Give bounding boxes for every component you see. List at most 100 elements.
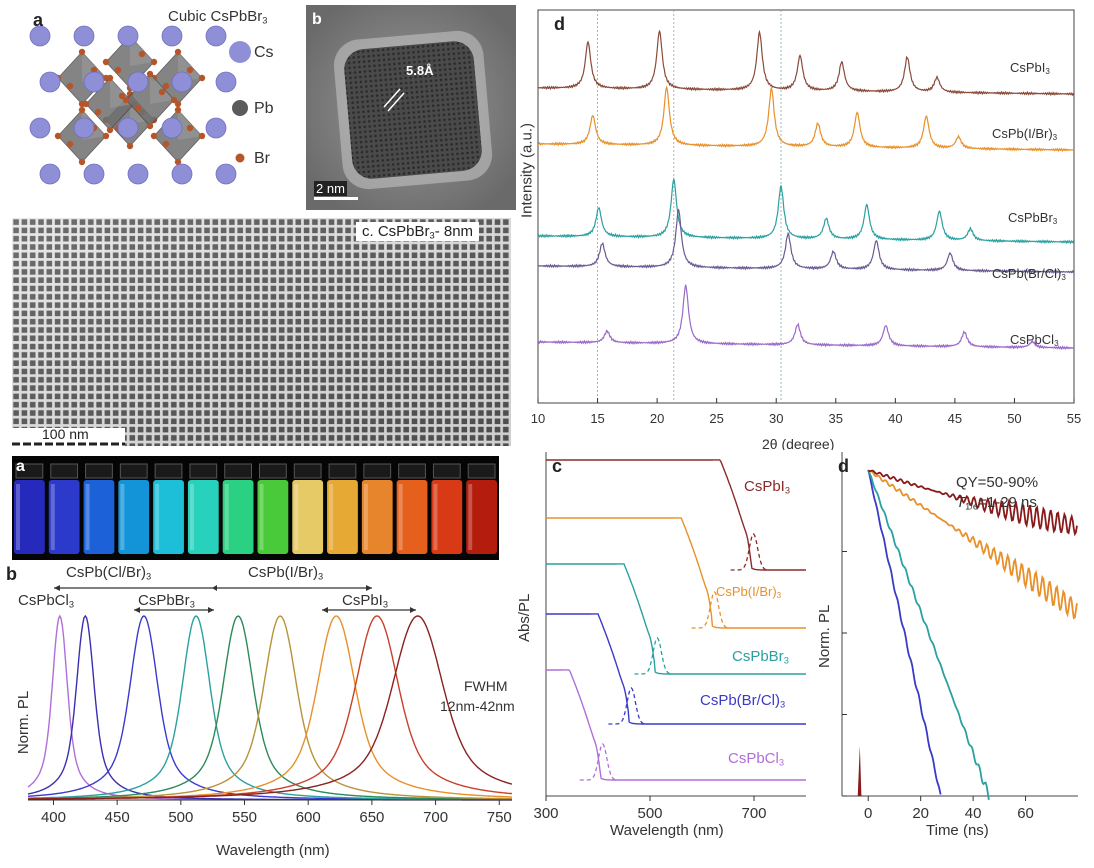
vials-photo-panel: a (12, 456, 499, 560)
hrtem-nanocube-image (306, 5, 516, 210)
label-cspbibr: CsPb(I/Br)3 (248, 564, 323, 581)
superlattice-caption: c. CsPbBr3- 8nm (356, 222, 480, 242)
vial-cap (50, 463, 79, 479)
legend-pb-atom (232, 100, 248, 116)
x-tick-label: 300 (533, 805, 558, 822)
vial-cap (154, 463, 183, 479)
br-atom (162, 140, 170, 148)
x-tick-label: 35 (829, 411, 843, 426)
x-tick-label: 40 (965, 805, 982, 822)
label-sub: 3 (780, 699, 786, 710)
lifetime-label: T1/e=1-29 ns (956, 494, 1037, 511)
br-atom (150, 132, 158, 140)
abs-label-cspbbrcl: CsPb(Br/Cl)3 (700, 692, 785, 709)
cs-atom (215, 71, 237, 93)
label-sub: 3 (189, 599, 195, 610)
vial-glare (294, 484, 299, 550)
lifetime-subscript: 1/e (965, 501, 979, 512)
cs-atom (127, 163, 149, 185)
br-atom (198, 74, 206, 82)
abs-label-cspbibr: CsPb(I/Br)3 (716, 584, 781, 600)
label-main: CsPb(Br/Cl) (700, 692, 781, 709)
xrd-chart: 10 15 20 25 30 35 40 45 50 55 (531, 9, 1081, 426)
label-cspbbr3: CsPbBr3 (138, 592, 195, 609)
vial-glare (16, 484, 20, 550)
xrd-pattern (537, 208, 1075, 275)
label-main: CsPb(I/Br) (992, 126, 1053, 141)
composition-range-arrows (54, 585, 416, 613)
pl-curve (28, 615, 512, 801)
vial (396, 480, 428, 554)
absorption-curve (546, 613, 806, 725)
structure-title: Cubic CsPbBr3 (168, 8, 267, 25)
label-main: CsPbI (744, 478, 785, 495)
quantum-yield-label: QY=50-90% (956, 474, 1039, 491)
cs-atom (83, 163, 105, 185)
br-atom (106, 126, 114, 134)
cs-atom (205, 25, 227, 47)
cs-atom (83, 71, 105, 93)
br-atom (186, 66, 194, 74)
x-tick-label: 600 (296, 809, 321, 826)
br-atom (90, 66, 98, 74)
vial-cap (119, 463, 148, 479)
vial (83, 480, 115, 554)
pl-curve (691, 591, 729, 629)
br-atom (170, 96, 178, 104)
vial-cap (398, 463, 426, 479)
cs-atom (39, 71, 61, 93)
x-axis-label: Wavelength (nm) (610, 822, 724, 839)
x-tick-label: 500 (637, 805, 662, 822)
vial-cap (328, 463, 357, 479)
label-sub: 3 (68, 599, 75, 610)
cs-atom (39, 163, 61, 185)
panel-letter: d (838, 456, 849, 476)
abs-label-cspbi3: CsPbI3 (744, 478, 790, 495)
superlattice-caption-main: c. CsPbBr (362, 223, 430, 240)
pl-curve (579, 743, 617, 781)
label-main: CsPbI (342, 592, 383, 609)
decay-curve (867, 469, 942, 795)
label-main: CsPbCl (18, 592, 69, 609)
vial (48, 480, 80, 554)
structure-title-main: Cubic CsPbBr (168, 8, 263, 25)
br-atom (126, 142, 134, 150)
xrd-panel: 10 15 20 25 30 35 40 45 50 55 d Intensity (a.u.) … (512, 2, 1094, 450)
vial-glare (398, 484, 403, 550)
absorption-curve (546, 563, 806, 675)
x-axis-label: Wavelength (nm) (216, 842, 330, 859)
vial-glare (363, 484, 368, 550)
lifetime-symbol: T (956, 494, 966, 511)
vial-cap (15, 463, 44, 479)
label-cspbcl3: CsPbCl3 (18, 592, 74, 609)
vial (466, 480, 497, 554)
legend-label-br: Br (254, 150, 270, 167)
x-tick-label: 60 (1017, 805, 1034, 822)
xrd-label-cspbbrcl: CsPb(Br/Cl)3 (992, 266, 1066, 282)
pl-spectra-chart: 400 450 500 550 600 650 700 750 (27, 585, 513, 826)
pl-curve (730, 533, 768, 571)
x-tick-label: 550 (232, 809, 257, 826)
vial-glare (50, 484, 55, 550)
abs-pl-chart: 300 500 700 (533, 452, 806, 822)
decay-curve (867, 469, 1078, 537)
tem-superlattice-image (12, 218, 511, 446)
crystal-structure-illustration (29, 25, 251, 185)
decay-curve (867, 469, 1078, 620)
vial-glare (224, 484, 229, 550)
vial (292, 480, 324, 554)
xrd-label-cspbibr: CsPb(I/Br)3 (992, 126, 1057, 142)
br-atom (102, 132, 110, 140)
pl-decay-panel: 0 20 40 60 d QY=50-90% T1/e=1-29 ns Norm. P… (816, 452, 1094, 864)
y-axis-label: Norm. PL (15, 690, 33, 755)
fwhm-label-line1: FWHM (464, 678, 508, 694)
cs-atom (215, 163, 237, 185)
legend-label-cs: Cs (254, 44, 274, 61)
x-tick-label: 20 (912, 805, 929, 822)
xrd-pattern (537, 85, 1075, 153)
scale-bar-label: 2 nm (314, 181, 347, 196)
br-atom (174, 106, 182, 114)
vial-glare (329, 484, 334, 550)
vial-cap (293, 463, 322, 479)
vial-glare (259, 484, 264, 550)
